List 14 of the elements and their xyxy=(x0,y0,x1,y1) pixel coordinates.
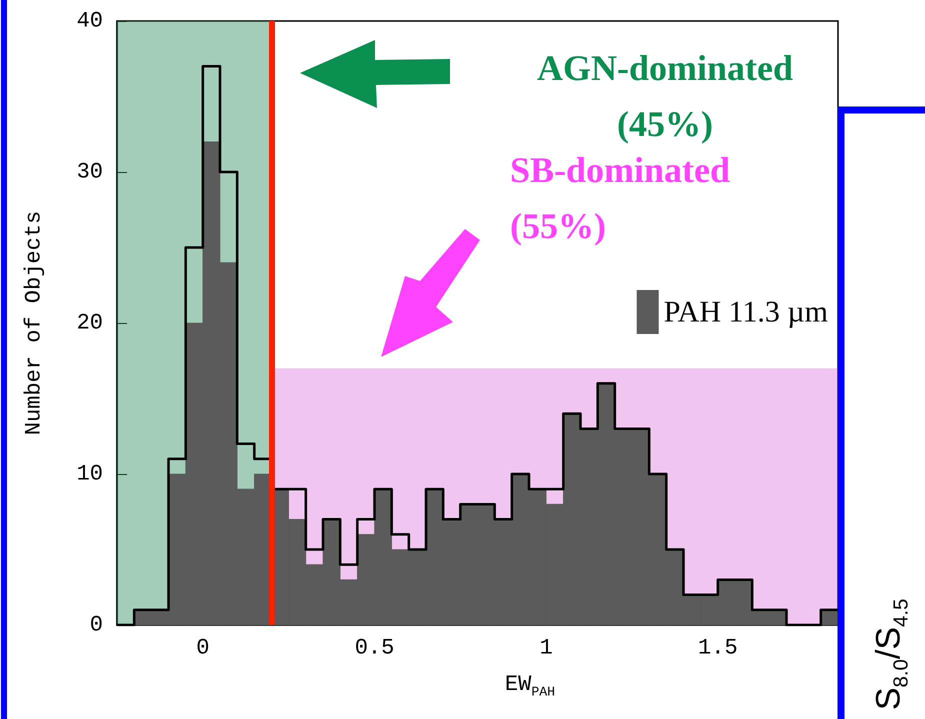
y-tick-label: 40 xyxy=(76,8,103,34)
y-axis-title: Number of Objects xyxy=(22,210,46,436)
y-tick-label: 20 xyxy=(76,310,103,336)
y-tick-label: 10 xyxy=(76,462,103,486)
x-axis-title: EW$_{PAH}$ xyxy=(504,672,556,700)
x-tick-label: 0 xyxy=(196,636,210,660)
x-tick-label: 1 xyxy=(540,636,553,660)
annotation: AGN-dominated (45%) xyxy=(536,48,793,144)
x-tick-label: 0.5 xyxy=(354,636,394,660)
annotation: SB-dominated (55%) xyxy=(510,150,730,246)
y-tick-label: 0 xyxy=(90,612,103,638)
y-tick-label: 30 xyxy=(76,160,103,184)
x-tick-label: 1.5 xyxy=(698,636,738,660)
legend-label: PAH 11.3 µm xyxy=(664,296,828,328)
